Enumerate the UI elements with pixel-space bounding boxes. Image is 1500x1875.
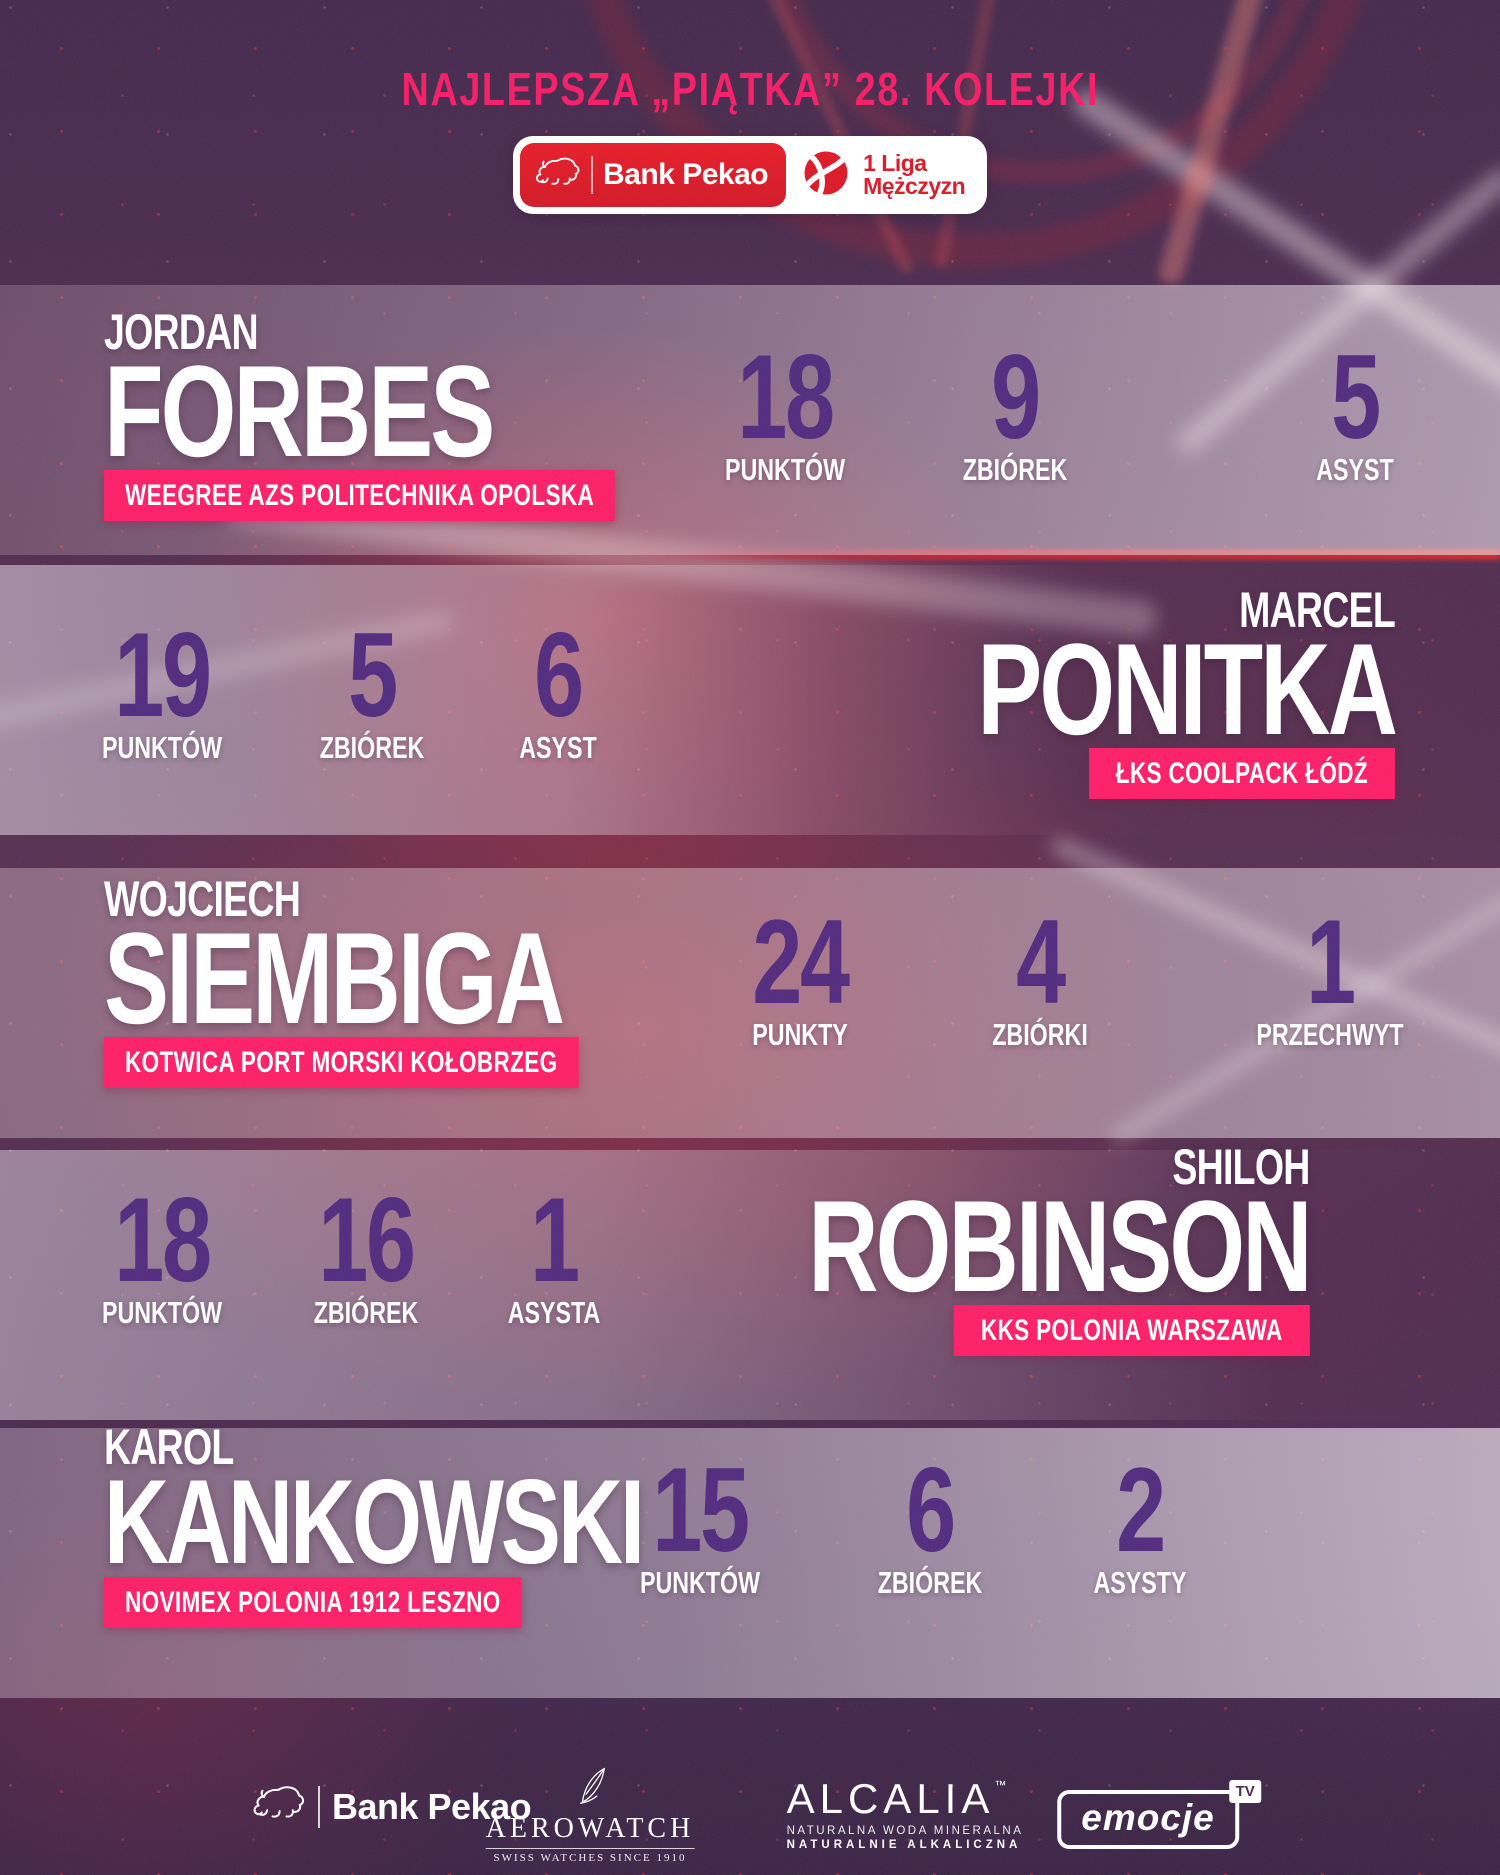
trademark-symbol: ™ <box>994 1778 1007 1792</box>
alcalia-wordmark: ALCALIA <box>786 1775 995 1822</box>
stat-value: 5 <box>1331 330 1381 464</box>
red-streak-decor <box>1156 0 1268 288</box>
team-ribbon: NOVIMEX POLONIA 1912 LESZNO <box>104 1576 522 1628</box>
basketball-icon <box>798 145 854 206</box>
league-sponsor-badge: Bank Pekao 1 Liga Mężczyzn <box>513 136 987 214</box>
stat-block: 2 ASYSTY <box>1093 1443 1187 1601</box>
emocje-wordmark: emocje <box>1081 1797 1215 1838</box>
logo-divider <box>591 156 593 194</box>
league-name: 1 Liga Mężczyzn <box>863 150 966 199</box>
sponsor-footer: Bank Pekao AEROWATCH SWISS WATCHES SINCE… <box>0 1748 1500 1868</box>
stat-block: 18 PUNKTÓW <box>724 330 846 488</box>
player-name-block: SHILOH ROBINSON KKS POLONIA WARSZAWA <box>808 1142 1313 1357</box>
team-ribbon: KOTWICA PORT MORSKI KOŁOBRZEG <box>104 1037 579 1089</box>
stat-label: ZBIÓRKI <box>992 1016 1088 1052</box>
stat-value: 6 <box>534 608 584 742</box>
stat-label: ZBIÓREK <box>962 451 1068 487</box>
page-title: NAJLEPSZA „PIĄTKA” 28. KOLEJKI <box>0 62 1500 116</box>
stat-block: 24 PUNKTY <box>752 895 850 1053</box>
league-name-line2: Mężczyzn <box>863 173 966 199</box>
player-name-block: JORDAN FORBES WEEGREE AZS POLITECHNIKA O… <box>104 307 616 522</box>
stat-block: 16 ZBIÓREK <box>313 1173 419 1331</box>
stat-block: 19 PUNKTÓW <box>101 608 223 766</box>
hoop-arc-decor <box>560 0 1388 268</box>
stat-label: ASYSTA <box>507 1294 601 1330</box>
stat-label: PUNKTÓW <box>724 451 846 487</box>
league-logo: 1 Liga Mężczyzn <box>786 145 969 206</box>
aerowatch-wordmark: AEROWATCH <box>485 1813 695 1844</box>
stat-value: 24 <box>752 895 850 1029</box>
player-row: JORDAN FORBES WEEGREE AZS POLITECHNIKA O… <box>0 285 1500 555</box>
player-last-name: KANKOWSKI <box>104 1455 645 1589</box>
feather-icon <box>568 1767 612 1810</box>
stat-value: 18 <box>114 1173 212 1307</box>
player-row: KAROL KANKOWSKI NOVIMEX POLONIA 1912 LES… <box>0 1422 1500 1698</box>
bison-icon <box>533 155 581 196</box>
stat-value: 19 <box>114 608 212 742</box>
team-ribbon: ŁKS COOLPACK ŁÓDŹ <box>1088 748 1395 800</box>
red-cord-decor <box>934 0 999 269</box>
stat-value: 1 <box>530 1173 580 1307</box>
team-ribbon: WEEGREE AZS POLITECHNIKA OPOLSKA <box>104 470 616 522</box>
stat-value: 16 <box>318 1173 416 1307</box>
stat-block: 1 ASYSTA <box>507 1173 601 1331</box>
stat-value: 5 <box>348 608 398 742</box>
stat-label: ZBIÓREK <box>313 1294 419 1330</box>
page-title-text: NAJLEPSZA „PIĄTKA” 28. KOLEJKI <box>401 63 1099 115</box>
stat-block: 6 ASYST <box>519 608 597 766</box>
team-ribbon: KKS POLONIA WARSZAWA <box>954 1305 1310 1357</box>
tv-badge: TV <box>1229 1780 1261 1803</box>
stat-label: ASYST <box>519 729 597 765</box>
player-row: WOJCIECH SIEMBIGA KOTWICA PORT MORSKI KO… <box>0 868 1500 1138</box>
stat-label: PUNKTÓW <box>101 1294 223 1330</box>
stat-value: 4 <box>1016 895 1066 1029</box>
bank-pekao-wordmark: Bank Pekao <box>603 158 769 191</box>
stat-block: 5 ZBIÓREK <box>319 608 425 766</box>
stat-label: ZBIÓREK <box>319 729 425 765</box>
stat-block: 15 PUNKTÓW <box>639 1443 761 1601</box>
stat-label: PUNKTY <box>752 1016 848 1052</box>
bison-icon <box>250 1784 306 1829</box>
stat-block: 6 ZBIÓREK <box>877 1443 983 1601</box>
player-last-name: SIEMBIGA <box>104 905 565 1051</box>
player-last-name: FORBES <box>104 338 495 484</box>
logo-divider <box>318 1785 320 1828</box>
sponsor-aerowatch: AEROWATCH SWISS WATCHES SINCE 1910 <box>485 1766 695 1864</box>
alcalia-tagline-1: NATURALNA WODA MINERALNA <box>786 1825 1024 1837</box>
league-name-line1: 1 Liga <box>863 150 927 177</box>
player-name-block: WOJCIECH SIEMBIGA KOTWICA PORT MORSKI KO… <box>104 874 579 1089</box>
stat-label: ASYST <box>1316 451 1394 487</box>
stat-label: PUNKTÓW <box>639 1564 761 1600</box>
player-name-block: KAROL KANKOWSKI NOVIMEX POLONIA 1912 LES… <box>104 1422 645 1628</box>
stat-value: 1 <box>1306 895 1356 1029</box>
stat-value: 2 <box>1116 1443 1166 1577</box>
aerowatch-tagline: SWISS WATCHES SINCE 1910 <box>485 1848 695 1864</box>
stat-label: ASYSTY <box>1093 1564 1187 1600</box>
stat-value: 15 <box>652 1443 750 1577</box>
player-name-block: MARCEL PONITKA ŁKS COOLPACK ŁÓDŹ <box>977 585 1398 800</box>
sponsor-emocje-tv: emocje TV <box>1057 1780 1261 1849</box>
player-row: 18 PUNKTÓW 16 ZBIÓREK 1 ASYSTA SHILOH RO… <box>0 1142 1500 1420</box>
stat-label: ZBIÓREK <box>877 1564 983 1600</box>
stat-block: 9 ZBIÓREK <box>962 330 1068 488</box>
bank-pekao-logo: Bank Pekao <box>520 143 787 207</box>
emocje-logo-box: emocje TV <box>1057 1780 1261 1849</box>
stat-label: PRZECHWYT <box>1256 1016 1404 1052</box>
sponsor-alcalia: ALCALIA™ NATURALNA WODA MINERALNA NATURA… <box>786 1775 1024 1852</box>
stat-value: 18 <box>737 330 835 464</box>
player-last-name: PONITKA <box>977 616 1398 762</box>
player-last-name: ROBINSON <box>808 1173 1313 1319</box>
alcalia-tagline-2: NATURALNIE ALKALICZNA <box>786 1839 1022 1851</box>
stat-value: 6 <box>906 1443 956 1577</box>
player-row: 19 PUNKTÓW 5 ZBIÓREK 6 ASYST MARCEL PONI… <box>0 565 1500 835</box>
stat-value: 9 <box>991 330 1041 464</box>
stat-label: PUNKTÓW <box>101 729 223 765</box>
stat-block: 1 PRZECHWYT <box>1256 895 1404 1053</box>
stat-block: 4 ZBIÓRKI <box>992 895 1088 1053</box>
stat-block: 5 ASYST <box>1316 330 1394 488</box>
stat-block: 18 PUNKTÓW <box>101 1173 223 1331</box>
